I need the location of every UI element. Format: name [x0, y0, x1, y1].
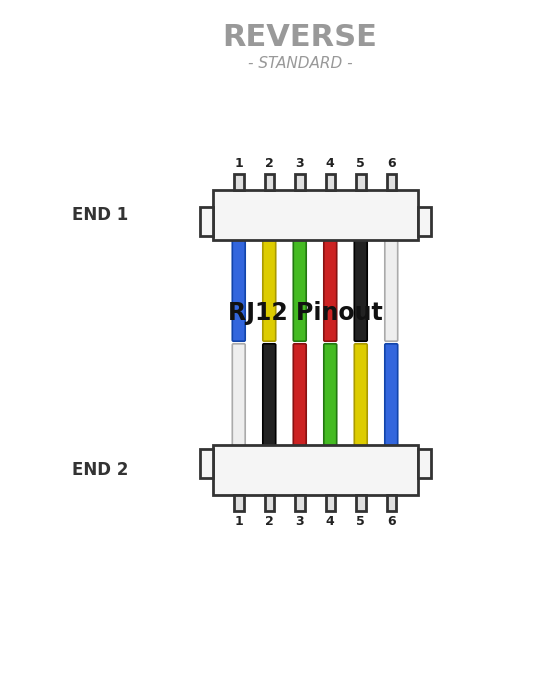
FancyBboxPatch shape [293, 239, 306, 341]
FancyBboxPatch shape [263, 344, 276, 446]
Text: REVERSE: REVERSE [222, 22, 378, 51]
Text: 6: 6 [387, 515, 396, 528]
Text: 3: 3 [295, 515, 304, 528]
Text: END 2: END 2 [72, 461, 128, 479]
Bar [199, 207, 212, 236]
Text: 3: 3 [295, 157, 304, 170]
Bar [386, 495, 396, 511]
Bar [356, 174, 366, 190]
FancyBboxPatch shape [324, 239, 337, 341]
FancyBboxPatch shape [354, 344, 367, 446]
Bar [212, 445, 417, 495]
Bar [295, 174, 305, 190]
Text: 4: 4 [326, 515, 335, 528]
Bar [356, 495, 366, 511]
Bar [326, 174, 335, 190]
Bar [295, 495, 305, 511]
Text: END 1: END 1 [72, 206, 128, 224]
Bar [386, 174, 396, 190]
FancyBboxPatch shape [354, 239, 367, 341]
Text: 1: 1 [234, 157, 243, 170]
FancyBboxPatch shape [263, 239, 276, 341]
Bar [234, 495, 244, 511]
Bar [417, 207, 430, 236]
Text: 5: 5 [356, 157, 365, 170]
Bar [199, 449, 212, 478]
Text: - STANDARD -: - STANDARD - [248, 55, 352, 70]
Text: 2: 2 [265, 515, 273, 528]
Text: 5: 5 [356, 515, 365, 528]
Bar [265, 174, 274, 190]
Text: 1: 1 [234, 515, 243, 528]
FancyBboxPatch shape [232, 344, 245, 446]
Bar [234, 174, 244, 190]
Text: RJ12 Pinout: RJ12 Pinout [228, 301, 382, 325]
Text: 4: 4 [326, 157, 335, 170]
Text: 2: 2 [265, 157, 273, 170]
Text: 6: 6 [387, 157, 396, 170]
FancyBboxPatch shape [385, 239, 397, 341]
FancyBboxPatch shape [324, 344, 337, 446]
Bar [326, 495, 335, 511]
Bar [417, 449, 430, 478]
Bar [265, 495, 274, 511]
FancyBboxPatch shape [385, 344, 397, 446]
FancyBboxPatch shape [232, 239, 245, 341]
FancyBboxPatch shape [293, 344, 306, 446]
Bar [212, 190, 417, 240]
